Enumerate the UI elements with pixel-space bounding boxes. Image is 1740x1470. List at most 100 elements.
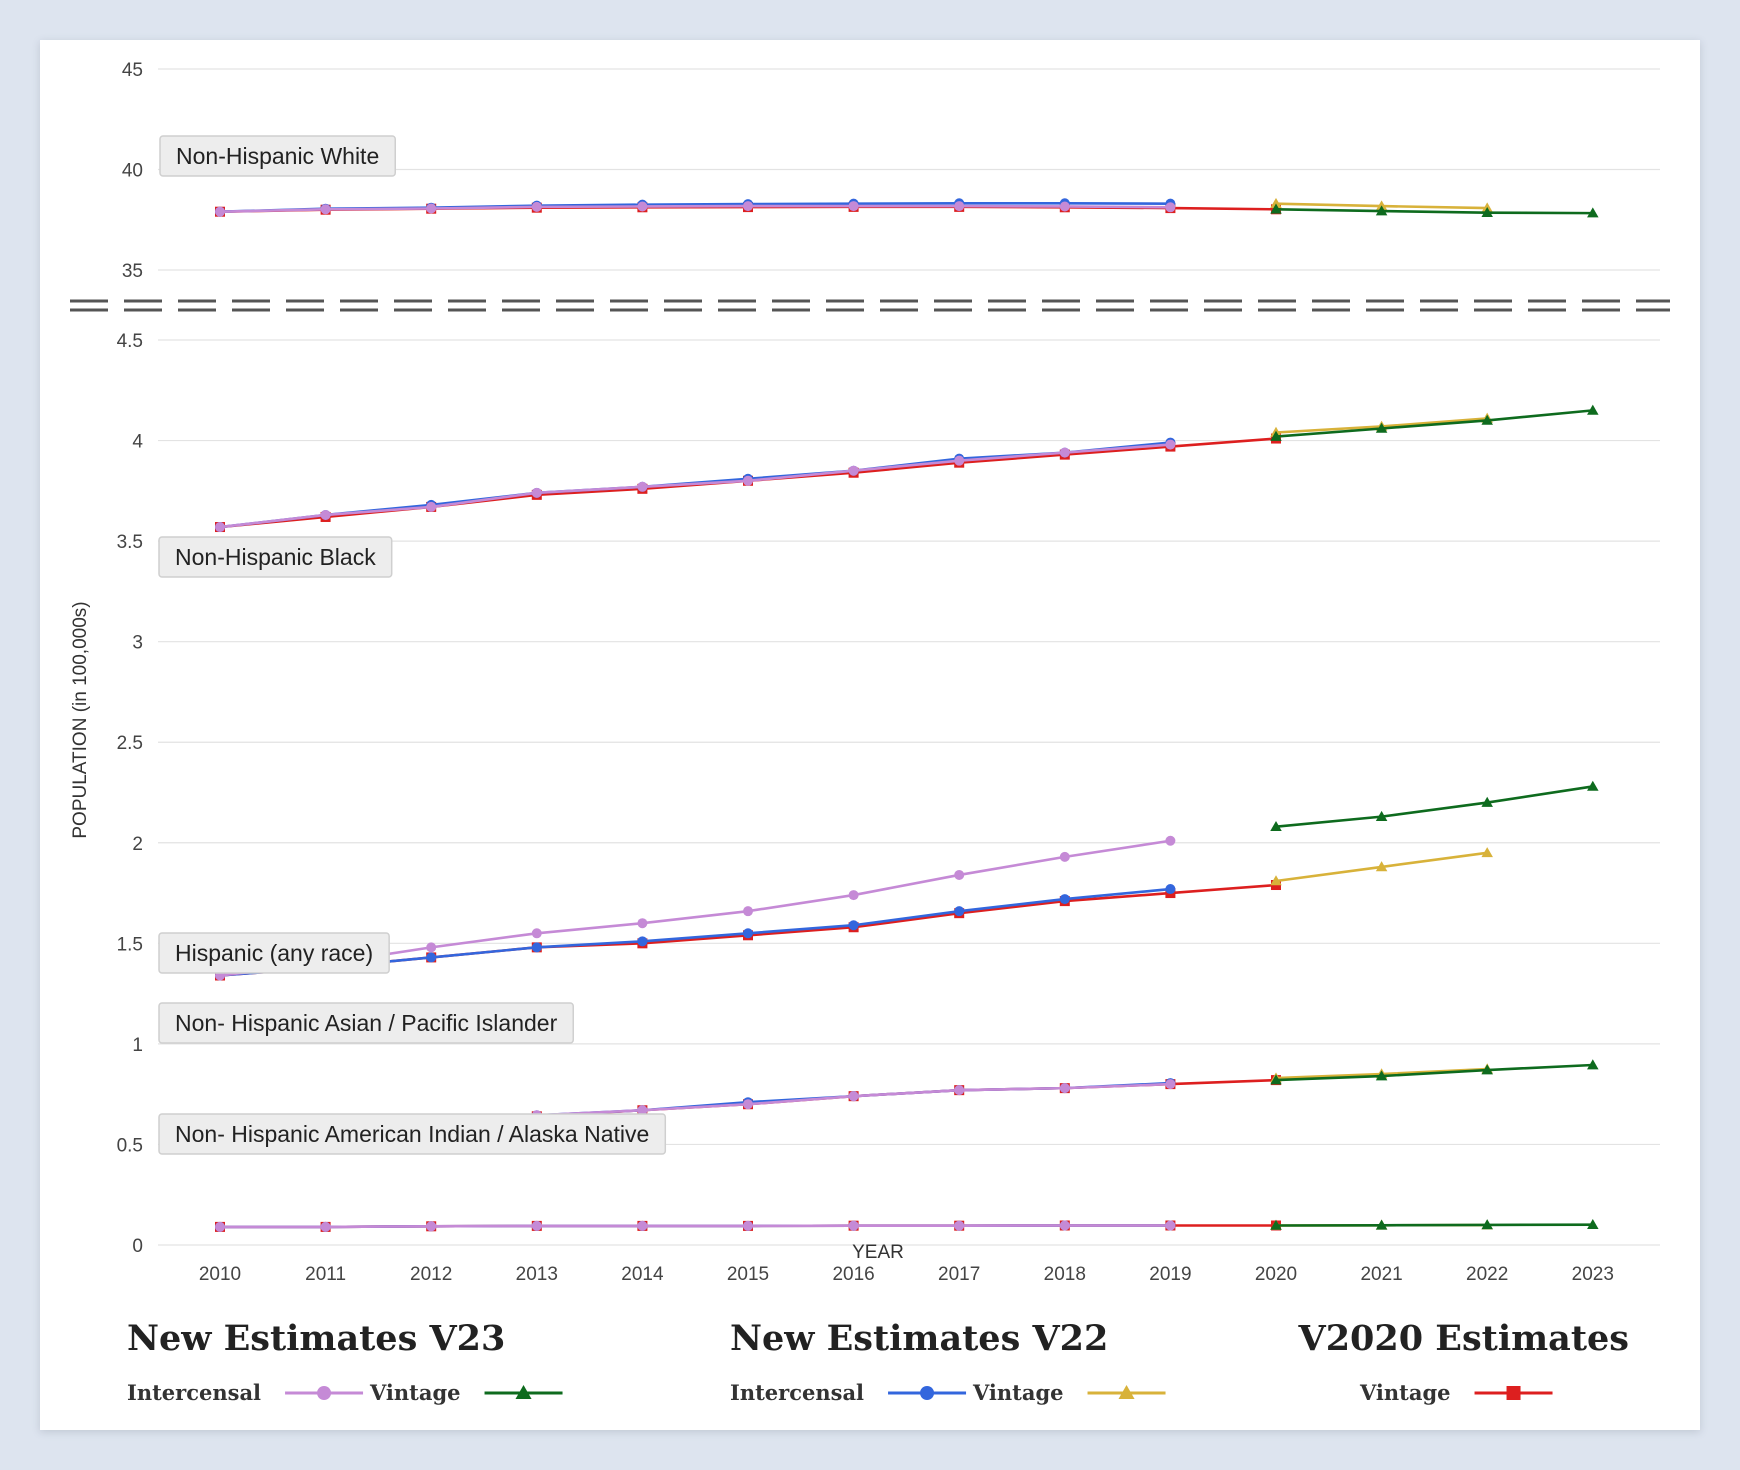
group-label-box [158,1113,667,1155]
data-point-triangle [1481,206,1493,218]
data-point-circle [637,481,648,492]
group-label: Non-Hispanic Black [158,536,393,578]
data-point-triangle [1375,422,1388,433]
x-tick-label: 2016 [832,1264,874,1285]
group-label-text: Hispanic (any race) [175,940,373,966]
group-label-box [158,932,390,974]
x-tick-label: 2017 [938,1264,980,1285]
data-point-circle [1059,894,1070,905]
data-point-circle [426,203,437,214]
data-point-circle [320,204,331,215]
data-point-circle [637,1105,648,1116]
legend: New Estimates V23 Intercensal Vintage New E… [127,1318,1629,1405]
data-point-circle [743,906,753,917]
data-point-circle [954,1085,965,1096]
data-point-circle [1165,835,1176,846]
legend-heading: V2020 Estimates [1298,1318,1629,1359]
y-tick-label: 1 [132,1035,143,1056]
data-point-circle [954,869,965,880]
data-point-triangle [1375,861,1388,872]
data-point-triangle [1481,414,1493,425]
data-point-circle [1165,884,1176,895]
y-tick-label: 4.5 [117,331,143,352]
y-tick-label: 3.5 [117,532,143,553]
data-point-circle [426,501,437,512]
data-point-circle [848,890,859,901]
chart-card: 35 40 45 0 0.5 1 1.5 2 2.5 3 3.5 4 4.5 2010 2011 2012 2… [40,40,1700,1430]
data-point-triangle [1587,780,1599,791]
group-label-text: Non- Hispanic Asian / Pacific Islander [175,1010,558,1036]
data-point-triangle [1587,1218,1599,1230]
group-label-text: Non-Hispanic White [176,143,379,169]
series-line-v23_intercensal [219,443,1171,529]
y-tick-label: 3 [132,633,143,654]
data-point-circle [743,475,753,486]
legend-heading: New Estimates V23 [127,1318,505,1359]
series-line-v23_vintage [1275,1063,1593,1082]
data-point-circle [215,206,225,217]
data-point-triangle [1481,1219,1493,1230]
data-point-circle [848,465,859,476]
data-point-triangle [1270,203,1282,214]
legend-block: New Estimates V22 Intercensal Vintage [730,1318,1166,1405]
data-point-circle [1059,1083,1070,1094]
data-point-circle [954,201,965,212]
series-group [215,780,1599,981]
legend-block: V2020 Estimates Vintage [1298,1318,1629,1405]
y-tick-label: 45 [122,60,143,81]
data-point-circle [1165,1220,1176,1231]
data-point-circle [743,928,753,939]
x-tick-label: 2023 [1572,1264,1614,1285]
data-point-triangle [1375,205,1388,216]
x-tick-label: 2013 [516,1264,558,1285]
data-point-triangle [515,1384,532,1400]
data-point-circle [848,1091,859,1102]
data-point-circle [426,1221,437,1232]
data-point-circle [954,1220,965,1231]
x-tick-label: 2019 [1149,1264,1191,1285]
group-labels: Non-Hispanic White Non-Hispanic Black Hisp… [158,135,667,1155]
legend-item-label: Intercensal [730,1380,864,1405]
data-point-triangle [1270,430,1282,441]
data-point-circle [1165,439,1176,450]
series-line-v23_intercensal [220,1224,1171,1229]
data-point-circle [848,1220,859,1231]
data-point-circle [1165,1079,1176,1090]
data-point-triangle [1375,1219,1388,1230]
data-point-circle [320,509,331,520]
x-tick-label: 2010 [199,1264,241,1285]
data-point-circle [637,1220,648,1231]
group-label-text: Non- Hispanic American Indian / Alaska N… [175,1121,649,1147]
data-point-circle [954,906,965,917]
data-point-circle [1059,447,1070,458]
data-point-circle [637,201,648,212]
data-point-circle [531,487,542,498]
data-point-circle [1059,851,1070,862]
x-tick-label: 2018 [1044,1264,1086,1285]
group-label-box [158,536,393,578]
series-layer [215,197,1599,1232]
series-line-v23_vintage [1275,1223,1593,1227]
y-tick-label: 0 [132,1236,143,1257]
series-group [215,1218,1599,1232]
data-point-triangle [1270,820,1282,832]
x-tick-label: 2022 [1466,1264,1508,1285]
legend-item-label: Vintage [1359,1380,1451,1405]
grid-layer [158,68,1660,1246]
data-point-circle [426,952,437,963]
data-point-circle [743,201,753,212]
x-tick-label: 2020 [1255,1264,1297,1285]
legend-heading: New Estimates V22 [730,1318,1108,1359]
data-point-circle [954,455,965,466]
data-point-circle [531,201,542,212]
data-point-triangle [1118,1384,1135,1400]
data-point-circle [1059,1220,1070,1231]
x-axis-title: YEAR [852,1242,904,1263]
data-point-triangle [1270,197,1282,208]
group-label-box [158,1002,574,1044]
data-point-circle [1165,202,1176,213]
x-tick-label: 2012 [410,1264,452,1285]
series-line-v23_vintage [1275,785,1593,828]
legend-item-label: Intercensal [127,1380,261,1405]
